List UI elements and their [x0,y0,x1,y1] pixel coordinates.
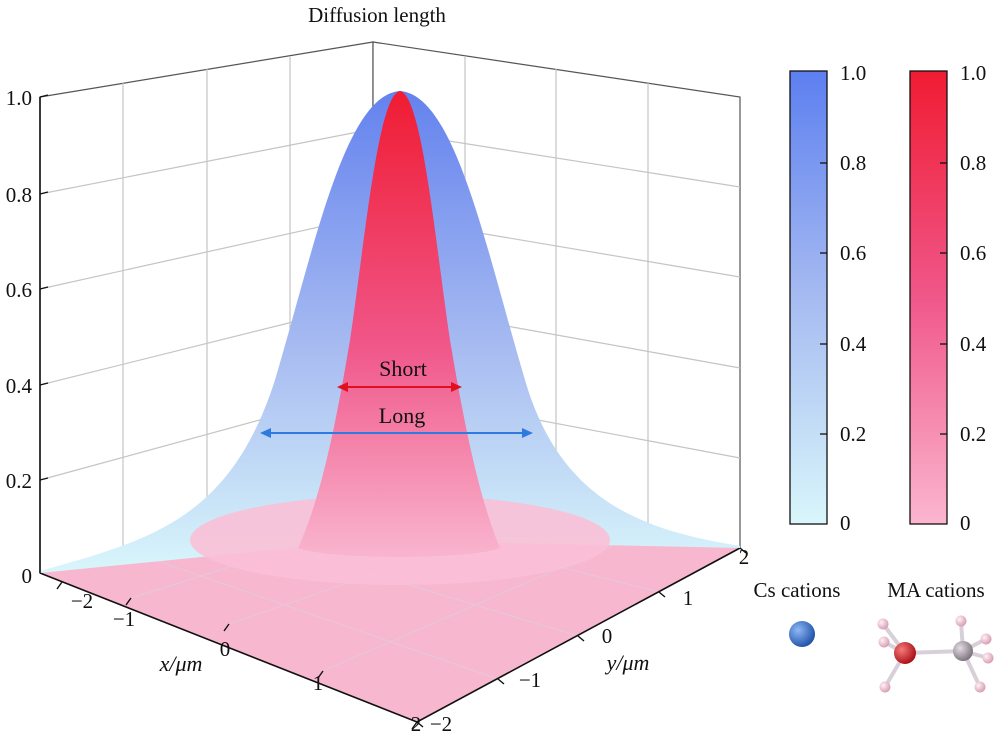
y-ticks [416,547,747,728]
colorbar-blue-ticks [820,162,827,435]
colorbar-red-tick-label: 0.6 [960,241,986,265]
legend-ma: MA cations [877,578,994,693]
colorbar-blue-tick-label: 0.6 [840,241,866,265]
long-arrow-right-head [522,428,533,438]
colorbar-blue-tick-label: 1.0 [840,61,866,85]
h-atom-icon [974,681,986,693]
z-tick-label: 0.8 [6,183,32,207]
y-tick-label: −1 [519,668,541,692]
x-tick-label: 0 [220,637,231,661]
x-tick-label: 1 [313,671,324,695]
annotation-short: Short [337,356,462,392]
chart-title: Diffusion length [308,3,446,27]
surfaces [40,91,740,585]
legend-cs-label: Cs cations [754,578,841,602]
y-tick-label: 1 [683,586,694,610]
z-axis: 1.0 0.8 0.6 0.4 0.2 0 [6,86,49,588]
colorbar-blue-tick-label: 0 [840,511,851,535]
surface-short [298,91,500,557]
h-atom-icon [877,618,889,630]
annotation-long: Long [260,403,533,438]
legend-ma-label: MA cations [887,578,984,602]
colorbar-red-ticks [940,162,947,435]
colorbar-blue: 1.0 0.8 0.6 0.4 0.2 0 [789,61,867,535]
z-tick-label: 1.0 [6,86,32,110]
colorbar-red-bar [909,70,948,525]
x-tick-label: 2 [411,712,422,736]
long-label: Long [379,403,425,428]
c-atom-icon [953,641,973,661]
x-tick-label: −1 [113,607,135,631]
z-tick-label: 0.2 [6,469,32,493]
z-tick-label: 0 [22,564,33,588]
h-atom-icon [879,681,891,693]
short-label: Short [379,356,427,381]
colorbar-blue-tick-label: 0.2 [840,422,866,446]
h-atom-icon [982,652,994,664]
colorbar-red-tick-label: 0 [960,511,971,535]
colorbar-red-tick-label: 1.0 [960,61,986,85]
h-atom-icon [980,633,992,645]
y-tick-label: 2 [739,545,750,569]
h-atom-icon [955,615,967,627]
x-ticks [56,581,418,730]
n-atom-icon [894,642,916,664]
cs-atom-icon [789,621,815,647]
colorbar-blue-bar [789,70,828,525]
long-arrow-left-head [260,428,271,438]
y-tick-label: 0 [602,624,613,648]
colorbar-red: 1.0 0.8 0.6 0.4 0.2 0 [909,61,987,535]
colorbar-red-tick-label: 0.4 [960,332,987,356]
z-tick-label: 0.4 [6,374,33,398]
legend-cs: Cs cations [754,578,841,647]
y-axis-label: y/μm [605,650,650,675]
h-atom-icon [878,636,890,648]
colorbar-red-tick-label: 0.2 [960,422,986,446]
colorbar-blue-tick-label: 0.8 [840,151,866,175]
x-tick-label: −2 [71,589,93,613]
z-tick-label: 0.6 [6,278,32,302]
short-arrow-left-head [337,382,348,392]
short-arrow-right-head [451,382,462,392]
y-tick-label: −2 [430,712,452,736]
colorbar-blue-tick-label: 0.4 [840,332,867,356]
x-axis-label: x/μm [159,651,203,676]
colorbar-red-tick-label: 0.8 [960,151,986,175]
z-ticks [39,94,49,481]
y-axis: −2 −1 0 1 2 y/μm [416,545,750,736]
x-axis: −2 −1 0 1 2 x/μm [56,581,422,736]
